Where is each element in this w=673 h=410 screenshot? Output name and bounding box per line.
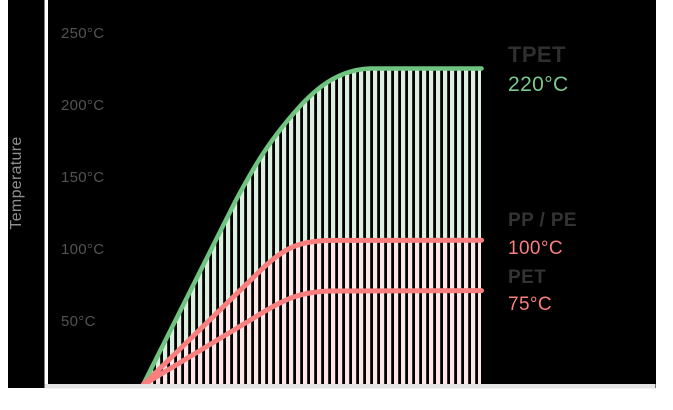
y-tick-200: 200°C	[61, 97, 105, 114]
tpet-series-label: TPET	[508, 42, 566, 67]
tpet-series-value: 220°C	[508, 73, 569, 96]
tpet-hatch-area	[143, 68, 481, 385]
y-axis-line	[44, 0, 48, 388]
y-tick-150: 150°C	[61, 169, 105, 186]
x-axis-line	[44, 384, 656, 389]
y-axis-label: Temperature	[8, 136, 25, 230]
tpet-curve	[140, 66, 484, 388]
pet-series-label: PET	[508, 267, 547, 288]
y-tick-50: 50°C	[61, 313, 96, 330]
pp-pe-hatch-area	[143, 240, 481, 385]
pp-pe-curve	[140, 237, 484, 388]
pp-pe-series-label: PP / PE	[508, 210, 577, 231]
y-tick-100: 100°C	[61, 241, 105, 258]
pet-curve	[140, 288, 484, 388]
y-tick-250: 250°C	[61, 25, 105, 42]
pet-series-value: 75°C	[508, 294, 553, 315]
pp-pe-series-value: 100°C	[508, 238, 564, 259]
